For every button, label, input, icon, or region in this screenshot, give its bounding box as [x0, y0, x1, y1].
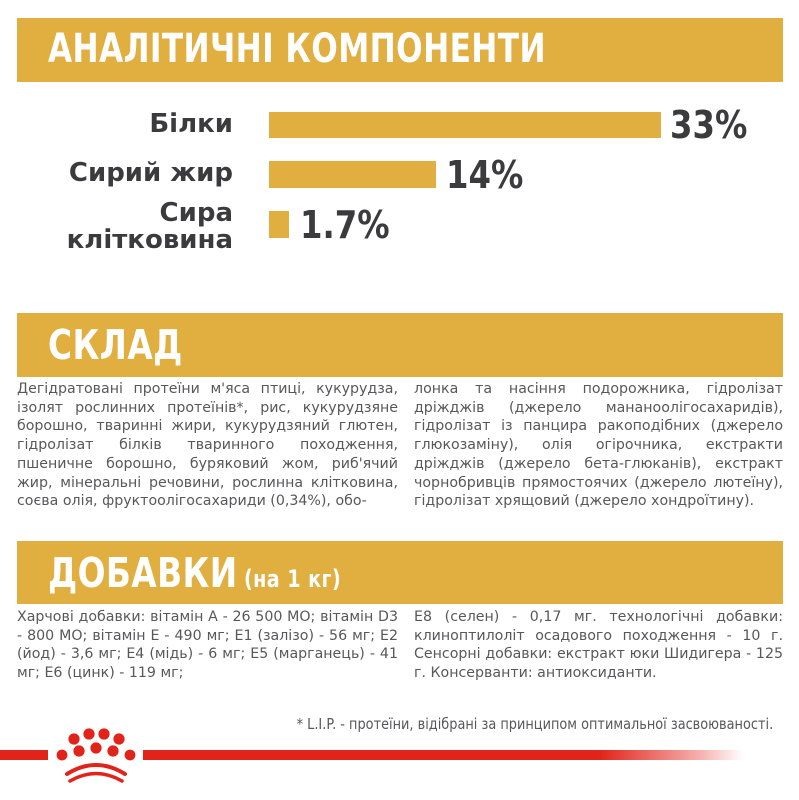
bar-label-fiber: Сира клітковина	[67, 200, 233, 254]
additives-title-main: ДОБАВКИ	[48, 549, 238, 597]
composition-title: СКЛАД	[48, 321, 183, 369]
additives-title: ДОБАВКИ (на 1 кг)	[48, 549, 341, 597]
bar-value-fiber: 1.7%	[300, 203, 390, 247]
footnote: * L.I.P. - протеїни, відібрані за принци…	[296, 715, 773, 733]
additives-title-sub: (на 1 кг)	[243, 565, 342, 593]
additives-paragraph-left: Харчові добавки: вітамін A - 26 500 МО; …	[17, 609, 398, 682]
composition-text-left: Дегідратовані протеїни м'яса птиці, куку…	[17, 380, 398, 511]
crown-logo-icon	[56, 728, 136, 783]
bar-fiber	[269, 211, 289, 238]
bar-label-protein: Білки	[149, 109, 233, 139]
additives-text-left: Харчові добавки: вітамін A - 26 500 МО; …	[17, 608, 398, 683]
bar-label-fat: Сирий жир	[68, 158, 233, 188]
bar-label-fiber-line2: клітковина	[66, 225, 233, 255]
brand-stripe-left	[0, 750, 48, 760]
additives-header: ДОБАВКИ (на 1 кг)	[17, 541, 783, 604]
additives-text-right: E8 (селен) - 0,17 мг. технологічні добав…	[414, 608, 783, 683]
composition-header: СКЛАД	[17, 313, 783, 377]
bar-value-protein: 33%	[670, 103, 748, 147]
bar-value-fat: 14%	[446, 153, 524, 197]
bar-fat	[269, 161, 436, 188]
composition-paragraph-right: лонка та насіння подорожника, гідролізат…	[414, 381, 783, 510]
analytical-components-header: АНАЛІТИЧНІ КОМПОНЕНТИ	[17, 18, 783, 82]
composition-text-right: лонка та насіння подорожника, гідролізат…	[414, 380, 783, 511]
bar-label-fiber-line1: Сира	[159, 198, 233, 228]
additives-paragraph-right: E8 (селен) - 0,17 мг. технологічні добав…	[414, 609, 783, 682]
brand-stripe-right	[143, 750, 743, 760]
composition-paragraph-left: Дегідратовані протеїни м'яса птиці, куку…	[17, 381, 398, 510]
analytical-components-title: АНАЛІТИЧНІ КОМПОНЕНТИ	[48, 26, 546, 72]
bar-protein	[269, 112, 661, 138]
